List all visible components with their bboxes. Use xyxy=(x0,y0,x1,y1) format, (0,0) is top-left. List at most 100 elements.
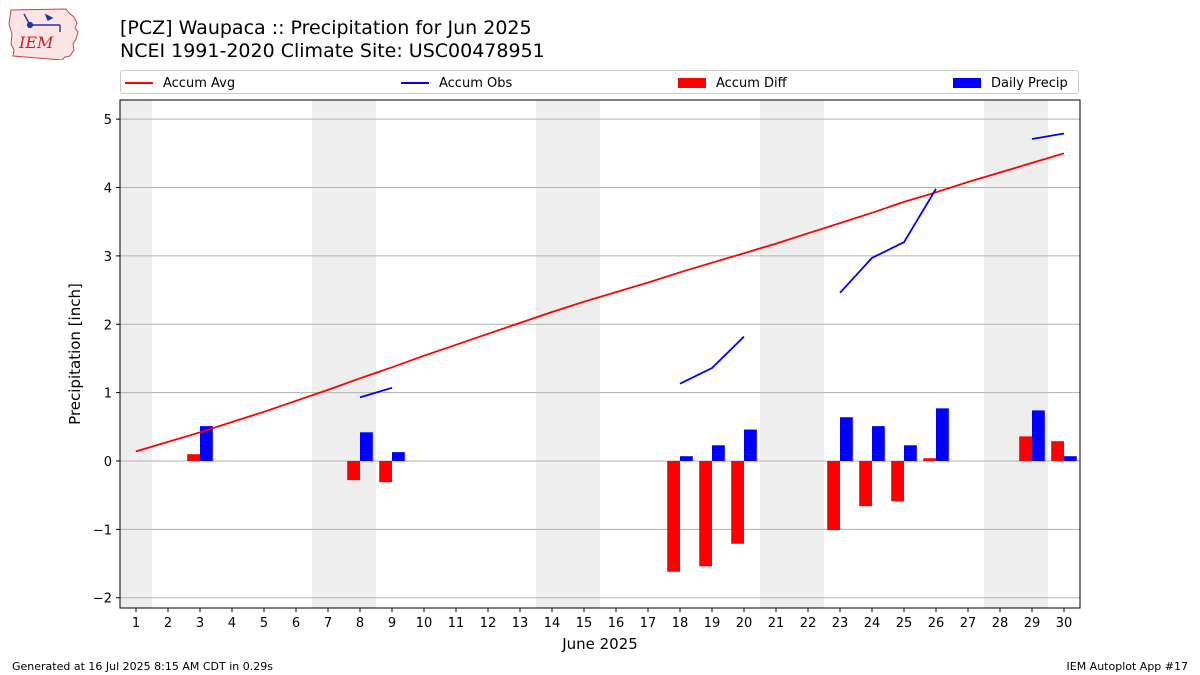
x-tick-label: 12 xyxy=(480,616,497,631)
x-tick-label: 4 xyxy=(228,616,236,631)
x-tick-label: 16 xyxy=(608,616,625,631)
x-tick-label: 25 xyxy=(896,616,913,631)
y-tick-label: 0 xyxy=(104,455,112,470)
x-tick-label: 10 xyxy=(416,616,433,631)
daily-precip-bar xyxy=(392,452,405,462)
daily-precip-bar xyxy=(872,426,885,462)
y-tick-label: 2 xyxy=(104,318,112,333)
y-tick-label: 3 xyxy=(104,250,112,265)
autoplot-app-label: IEM Autoplot App #17 xyxy=(1066,660,1189,673)
accum-obs-line xyxy=(839,188,937,294)
accum-diff-bar xyxy=(1019,436,1032,462)
bar-series xyxy=(187,408,1077,572)
legend-label-daily-precip: Daily Precip xyxy=(991,75,1068,91)
daily-precip-bar xyxy=(1064,456,1077,462)
legend-item-accum-obs: Accum Obs xyxy=(401,74,512,92)
legend-swatch-accum-avg xyxy=(125,82,153,84)
x-tick-label: 9 xyxy=(388,616,396,631)
x-tick-label: 11 xyxy=(448,616,465,631)
y-tick-label: 1 xyxy=(104,387,112,402)
accum-diff-bar xyxy=(347,461,360,481)
legend-item-accum-avg: Accum Avg xyxy=(125,74,235,92)
accum-avg-line xyxy=(135,152,1065,453)
legend-swatch-accum-obs xyxy=(401,82,429,84)
generated-timestamp: Generated at 16 Jul 2025 8:15 AM CDT in … xyxy=(12,660,273,673)
accum-obs-line xyxy=(1031,132,1065,140)
legend-item-accum-diff: Accum Diff xyxy=(678,74,787,92)
x-tick-label: 18 xyxy=(672,616,689,631)
accum-diff-bar xyxy=(699,461,712,567)
legend-label-accum-avg: Accum Avg xyxy=(163,75,236,91)
line-series xyxy=(135,132,1065,453)
x-axis: 1 2 3 4 5 6 7 8 9 10 11 12 13 14 15 16 17 18 19 20 21 22 23 24 2… xyxy=(132,608,1072,631)
y-tick-label: 4 xyxy=(104,182,112,197)
legend-item-daily-precip: Daily Precip xyxy=(953,74,1068,92)
x-tick-label: 3 xyxy=(196,616,204,631)
chart-legend: Accum Avg Accum Obs Accum Diff Daily Pre… xyxy=(120,70,1079,94)
legend-swatch-accum-diff xyxy=(678,78,706,88)
x-tick-label: 13 xyxy=(512,616,529,631)
y-tick-label: −1 xyxy=(93,523,112,538)
x-tick-label: 27 xyxy=(960,616,977,631)
weather-station-icon xyxy=(23,13,61,32)
x-tick-label: 28 xyxy=(992,616,1009,631)
daily-precip-bar xyxy=(200,426,213,462)
x-tick-label: 22 xyxy=(800,616,817,631)
x-tick-label: 21 xyxy=(768,616,785,631)
daily-precip-bar xyxy=(360,432,373,462)
iem-logo-text: IEM xyxy=(18,33,54,52)
accum-diff-bar xyxy=(827,461,840,531)
legend-swatch-daily-precip xyxy=(953,78,981,88)
iem-logo: IEM xyxy=(8,8,79,60)
daily-precip-bar xyxy=(936,408,949,462)
x-tick-label: 30 xyxy=(1056,616,1073,631)
x-tick-label: 26 xyxy=(928,616,945,631)
accum-diff-bar xyxy=(859,461,872,507)
legend-label-accum-diff: Accum Diff xyxy=(716,75,787,91)
x-tick-label: 8 xyxy=(356,616,364,631)
weekend-band xyxy=(984,100,1048,608)
y-tick-label: 5 xyxy=(104,113,112,128)
plot-frame xyxy=(119,99,1081,609)
accum-obs-line xyxy=(359,386,393,399)
accum-diff-bar xyxy=(667,461,680,572)
x-tick-label: 2 xyxy=(164,616,172,631)
daily-precip-bar xyxy=(1032,410,1045,462)
weekend-band xyxy=(120,100,152,608)
daily-precip-bar xyxy=(744,429,757,462)
x-tick-label: 7 xyxy=(324,616,332,631)
x-axis-label: June 2025 xyxy=(561,635,638,653)
x-tick-label: 29 xyxy=(1024,616,1041,631)
y-axis: −2 −1 0 1 2 3 4 5 xyxy=(93,113,120,607)
daily-precip-bar xyxy=(904,445,917,462)
chart-title: [PCZ] Waupaca :: Precipitation for Jun 2… xyxy=(120,17,532,39)
weekend-shading xyxy=(120,100,1048,608)
accum-diff-bar xyxy=(379,461,392,483)
x-tick-label: 1 xyxy=(132,616,140,631)
legend-label-accum-obs: Accum Obs xyxy=(439,75,513,91)
y-tick-label: −2 xyxy=(93,592,112,607)
x-tick-label: 19 xyxy=(704,616,721,631)
weekend-band xyxy=(312,100,376,608)
x-tick-label: 23 xyxy=(832,616,849,631)
accum-diff-bar xyxy=(923,458,936,462)
daily-precip-bar xyxy=(712,445,725,462)
iowa-state-outline-icon xyxy=(8,8,79,60)
accum-diff-bar xyxy=(731,461,744,544)
x-tick-label: 14 xyxy=(544,616,561,631)
chart-subtitle: NCEI 1991-2020 Climate Site: USC00478951 xyxy=(120,40,545,62)
x-tick-label: 17 xyxy=(640,616,657,631)
y-gridlines xyxy=(120,118,1080,599)
weekend-band xyxy=(536,100,600,608)
accum-diff-bar xyxy=(187,454,200,462)
x-tick-label: 5 xyxy=(260,616,268,631)
daily-precip-bar xyxy=(680,456,693,462)
x-tick-label: 6 xyxy=(292,616,300,631)
accum-obs-line xyxy=(679,335,745,385)
weekend-band xyxy=(760,100,824,608)
accum-diff-bar xyxy=(1051,441,1064,462)
x-tick-label: 24 xyxy=(864,616,881,631)
x-tick-label: 15 xyxy=(576,616,593,631)
accum-diff-bar xyxy=(891,461,904,502)
